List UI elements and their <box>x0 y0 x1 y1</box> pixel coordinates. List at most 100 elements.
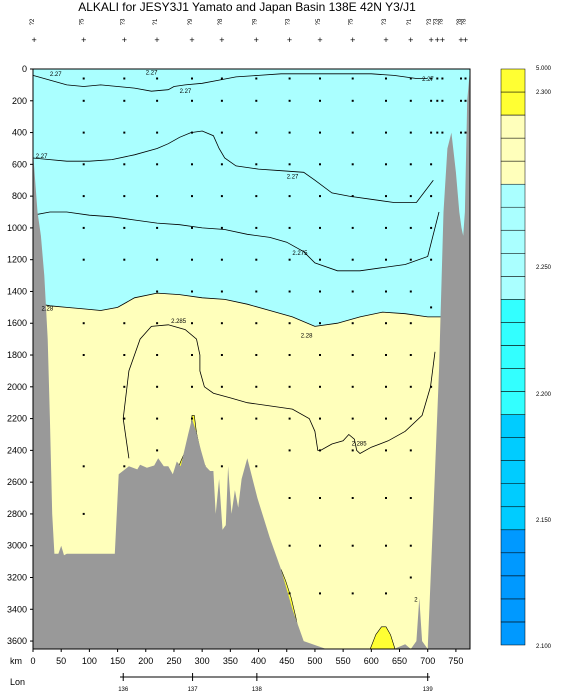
sample-point <box>220 465 223 468</box>
sample-point <box>220 77 223 80</box>
x-tick-label: 650 <box>392 656 407 666</box>
colorbar-bin <box>500 160 526 185</box>
station-label: ?8 <box>218 18 224 25</box>
x-tick-label: 400 <box>251 656 266 666</box>
sample-point <box>82 226 85 229</box>
x-tick-label: 200 <box>138 656 153 666</box>
station-label: ?2 <box>30 18 36 25</box>
station-label: ?8 <box>461 18 467 25</box>
sample-points <box>82 77 467 595</box>
sample-point <box>82 195 85 198</box>
sample-point <box>351 322 354 325</box>
lon-tick-label: 137 <box>188 687 199 693</box>
sample-point <box>319 163 321 166</box>
sample-point <box>409 258 412 261</box>
sample-point <box>385 544 387 547</box>
sample-point <box>191 195 193 198</box>
sample-point <box>430 306 433 309</box>
sample-point <box>191 322 193 325</box>
sample-point <box>123 385 126 388</box>
sample-point <box>409 576 412 579</box>
sample-point <box>409 497 412 499</box>
sample-point <box>123 226 126 229</box>
sample-point <box>351 385 354 388</box>
y-tick-label: 600 <box>12 159 27 169</box>
sample-point <box>288 385 291 388</box>
sample-point <box>430 385 433 388</box>
sample-point <box>319 131 321 134</box>
sample-point <box>385 322 387 325</box>
sample-point <box>288 497 291 499</box>
station-label: ?5 <box>316 18 322 25</box>
colorbar-bin <box>500 460 526 484</box>
colorbar-bin <box>500 391 526 415</box>
x-tick-label: 600 <box>364 656 379 666</box>
y-tick-label: 800 <box>12 191 27 201</box>
station-marker: + <box>383 35 388 45</box>
sample-point <box>255 465 258 468</box>
sample-point <box>441 77 444 80</box>
contour-line-2280 <box>32 292 442 327</box>
station-marker: + <box>428 35 433 45</box>
sample-point <box>288 226 291 229</box>
lon-tick-label: 138 <box>252 687 263 693</box>
sample-point <box>82 131 85 134</box>
station-marker: + <box>189 35 194 45</box>
sample-point <box>156 290 159 293</box>
sample-point <box>351 497 354 499</box>
sample-point <box>255 131 258 134</box>
colorbar-bin <box>500 483 526 507</box>
sample-point <box>385 290 387 293</box>
sample-point <box>255 226 258 229</box>
station-marker: + <box>154 35 159 45</box>
sample-point <box>255 385 258 388</box>
contour-label: 2.27 <box>36 154 48 160</box>
colorbar-bin <box>500 621 526 646</box>
contour-line-2 <box>32 211 440 272</box>
sample-point <box>351 195 354 198</box>
sample-point <box>409 290 412 293</box>
sample-point <box>191 354 193 356</box>
sample-point <box>123 417 126 420</box>
sample-point <box>191 385 193 388</box>
x-tick-label: 300 <box>195 656 210 666</box>
x-tick-label: 0 <box>30 656 35 666</box>
y-tick-label: 1200 <box>7 255 27 265</box>
sample-point <box>319 77 321 80</box>
y-tick-label: 3400 <box>7 604 27 614</box>
colorbar-label: 2.200 <box>536 392 552 398</box>
sample-point <box>288 131 291 134</box>
sample-point <box>464 99 467 102</box>
sample-point <box>319 226 321 229</box>
contour-label: 2.27 <box>146 71 158 77</box>
colorbar-label: 5.000 <box>536 66 552 72</box>
colorbar-bin <box>500 598 526 623</box>
colorbar-bin <box>500 529 526 554</box>
colorbar-bin <box>500 552 526 577</box>
station-label: ?5 <box>349 18 355 25</box>
x-tick-label: 550 <box>336 656 351 666</box>
sample-point <box>385 497 387 499</box>
sample-point <box>288 290 291 293</box>
colorbar-bin <box>500 368 526 392</box>
y-tick-label: 200 <box>12 96 27 106</box>
x-tick-label: 450 <box>279 656 294 666</box>
sample-point <box>460 131 462 134</box>
sample-point <box>385 258 387 261</box>
sample-point <box>464 131 467 134</box>
sample-point <box>385 99 387 102</box>
sample-point <box>220 195 223 198</box>
sample-point <box>351 417 354 420</box>
sample-point <box>436 131 439 134</box>
sample-point <box>409 77 412 80</box>
sample-point <box>385 417 387 420</box>
sample-point <box>319 290 321 293</box>
sample-point <box>156 131 159 134</box>
sample-point <box>351 77 354 80</box>
sample-point <box>319 99 321 102</box>
sample-point <box>319 592 321 595</box>
sample-point <box>191 131 193 134</box>
contour-line-0 <box>32 73 428 92</box>
sample-point <box>191 77 193 80</box>
sample-point <box>82 77 85 80</box>
